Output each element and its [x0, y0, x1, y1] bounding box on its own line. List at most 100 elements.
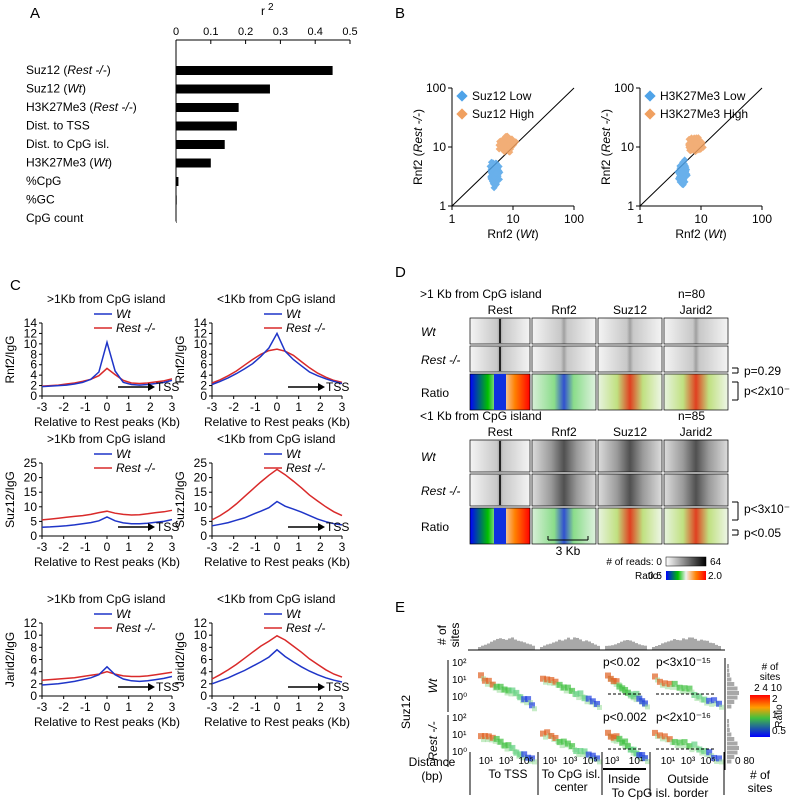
y-tick-label-c: 8 — [30, 640, 37, 654]
heatmap-bin — [532, 706, 537, 712]
heatmap-bin — [576, 752, 582, 758]
histogram-bar — [667, 641, 670, 650]
histogram-bar — [632, 641, 635, 650]
reads-legend-label: # of reads: 0 — [606, 557, 662, 568]
p-value: p<0.05 — [744, 526, 781, 540]
x-tick-label-b: 1 — [637, 212, 644, 226]
column-label: Jarid2 — [680, 303, 713, 317]
heatmap-bin — [622, 738, 629, 745]
heatmap-cell — [597, 473, 663, 507]
heatmap-cell — [531, 373, 597, 411]
y-tick-label-c: 10 — [194, 337, 208, 351]
line-rest — [41, 367, 173, 387]
side-histogram-bar — [727, 759, 732, 764]
x-tick-label-c: -3 — [207, 540, 218, 554]
bar — [176, 103, 239, 112]
x-tick-label-c: 1 — [125, 700, 132, 714]
row-label: Rest -/- — [421, 484, 460, 498]
heatmap-bin — [504, 746, 510, 752]
heatmap-cell — [663, 473, 729, 507]
x-tick-label-c: -3 — [37, 540, 48, 554]
y-tick-label-c: 6 — [30, 358, 37, 372]
heatmap-bin — [529, 755, 535, 762]
heatmap-bin — [666, 680, 673, 687]
histogram-bar — [490, 641, 493, 650]
histogram-bar — [688, 637, 691, 650]
side-histogram-bar — [727, 668, 730, 673]
heatmap-bin — [589, 752, 596, 759]
heatmap-bin — [585, 751, 592, 758]
histogram-bar — [706, 640, 709, 650]
histogram-bar — [715, 644, 718, 650]
x-tick-label-e: 10¹ — [629, 756, 644, 767]
histogram-bar — [673, 639, 676, 650]
histogram-bar — [570, 639, 573, 650]
histogram-bar — [697, 640, 700, 650]
y-tick-label-c: 4 — [200, 368, 207, 382]
heatmap-bin — [689, 747, 695, 753]
x-tick-label-c: -3 — [37, 700, 48, 714]
side-histogram-bar — [727, 686, 738, 691]
heatmap-n: n=80 — [678, 287, 705, 301]
heatmap-bin — [684, 689, 690, 695]
x-tick-label-c: 2 — [317, 540, 324, 554]
x-tick-label-c: 2 — [147, 540, 154, 554]
side-histogram-bar — [727, 677, 732, 682]
heatmap-bin — [656, 678, 663, 685]
heatmap-title: >1 Kb from CpG island — [420, 287, 542, 301]
group-label: To CpG isl. — [542, 767, 601, 781]
p-value-e: p<2x10⁻¹⁶ — [656, 710, 711, 724]
tss-label: TSS — [156, 680, 179, 694]
heatmap-bin — [656, 732, 663, 739]
heatmap-bin — [556, 739, 563, 746]
heatmap-bin — [696, 693, 703, 700]
y-tick-label-c: 12 — [194, 326, 208, 340]
x-axis-label-c: Relative to Rest peaks (Kb) — [204, 715, 350, 729]
heatmap-bin — [642, 755, 648, 762]
histogram-bar — [712, 643, 715, 650]
y-tick-label-c: 10 — [24, 500, 38, 514]
histogram-bar — [623, 640, 626, 650]
column-label: Suz12 — [613, 425, 647, 439]
x-axis-label-c: Relative to Rest peaks (Kb) — [34, 715, 180, 729]
side-histogram-bar — [727, 755, 735, 759]
heatmap-bin — [639, 756, 645, 762]
heatmap-bin — [630, 746, 637, 753]
heatmap-bin — [671, 680, 678, 687]
chart-d: >1 Kb from CpG island n=80 Rest Rnf2 Suz12 Ja… — [420, 287, 790, 582]
y-tick-label-e: 10² — [452, 713, 467, 724]
heatmap-bin — [556, 681, 563, 688]
side-histogram-bar — [727, 700, 735, 704]
histogram-bar — [676, 639, 679, 650]
x-tick-label-c: -1 — [250, 700, 261, 714]
group-label: To CpG isl. border — [612, 786, 709, 800]
tss-arrowhead — [148, 523, 155, 531]
bar-label: H3K27Me3 (Rest -/-) — [26, 100, 137, 114]
histogram-bar — [588, 641, 591, 650]
y-axis-label-c: Suz12/IgG — [3, 471, 17, 528]
y-axis-label-b: Rnf2 (Rest -/-) — [599, 109, 613, 185]
heatmap-bin — [559, 743, 565, 749]
x-tick-label-e: 10¹ — [543, 756, 558, 767]
x-tick-label-c: -1 — [80, 700, 91, 714]
heatmap-bin — [544, 676, 551, 683]
legend-label-rest: Rest -/- — [116, 321, 155, 335]
y-tick-label-c: 0 — [200, 689, 207, 703]
heatmap-bin — [573, 748, 580, 755]
x-tick-label-c: 1 — [125, 400, 132, 414]
y-tick-label-c: 25 — [194, 456, 208, 470]
histogram-bar — [517, 640, 520, 650]
heatmap-bin — [633, 690, 640, 697]
tss-label: TSS — [156, 520, 179, 534]
legend-label-wt: Wt — [286, 307, 301, 321]
ratio-colorbar-e — [750, 695, 770, 737]
heatmap-bin — [719, 759, 724, 765]
x-tick-label-a: 0.1 — [203, 26, 218, 38]
heatmap-bin — [594, 700, 600, 707]
line-rest — [211, 348, 343, 384]
bar-label: %CpG — [26, 174, 61, 188]
heatmap-bin — [605, 729, 611, 736]
x-tick-label-c: 2 — [317, 400, 324, 414]
row-label-e: Rest -/- — [426, 721, 440, 760]
x-tick-label-c: -1 — [250, 400, 261, 414]
